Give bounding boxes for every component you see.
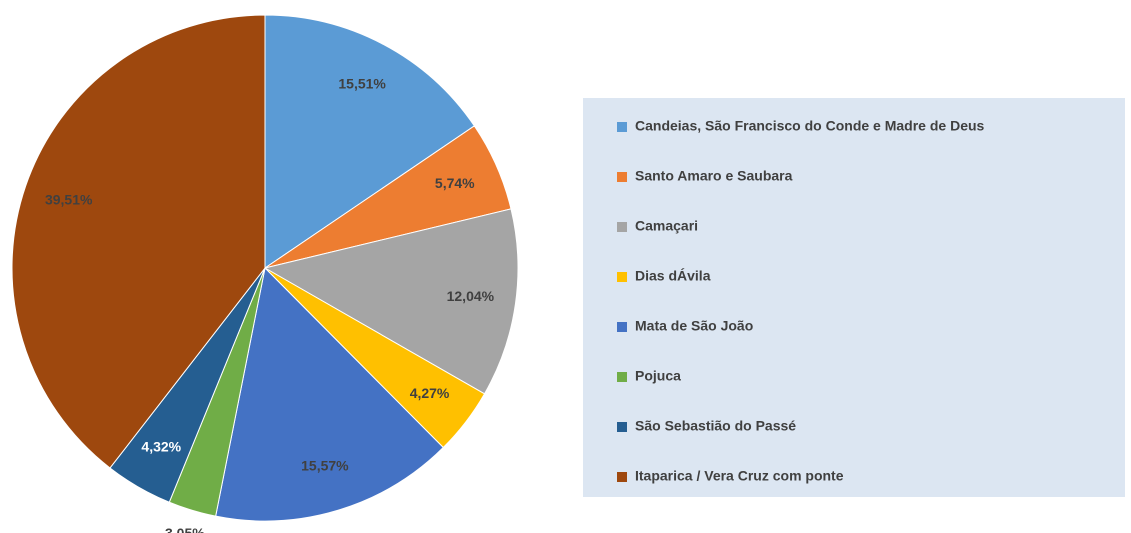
legend-swatch xyxy=(617,122,627,132)
legend-label: Dias dÁvila xyxy=(635,268,711,284)
legend-swatch xyxy=(617,372,627,382)
legend-label: Santo Amaro e Saubara xyxy=(635,168,793,184)
legend-label: Candeias, São Francisco do Conde e Madre… xyxy=(635,118,985,134)
legend-label: Camaçari xyxy=(635,218,698,234)
data-label: 15,57% xyxy=(301,457,349,473)
data-label: 15,51% xyxy=(338,75,386,91)
legend-swatch xyxy=(617,472,627,482)
legend-label: Mata de São João xyxy=(635,318,753,334)
legend-box xyxy=(583,98,1125,497)
data-label: 5,74% xyxy=(435,175,475,191)
pie-slice xyxy=(215,266,444,522)
legend-swatch xyxy=(617,322,627,332)
pie-slice xyxy=(264,14,476,269)
legend-swatch xyxy=(617,422,627,432)
data-label: 3,05% xyxy=(165,525,205,533)
data-label: 39,51% xyxy=(45,192,93,208)
data-label: 4,27% xyxy=(410,385,450,401)
legend-label: Pojuca xyxy=(635,368,681,384)
legend-label: Itaparica / Vera Cruz com ponte xyxy=(635,468,844,484)
legend-label: São Sebastião do Passé xyxy=(635,418,796,434)
data-label: 12,04% xyxy=(447,288,495,304)
pie-slice xyxy=(11,14,266,469)
pie-slice xyxy=(263,208,519,395)
legend-swatch xyxy=(617,222,627,232)
data-label: 4,32% xyxy=(141,438,181,454)
legend-swatch xyxy=(617,272,627,282)
legend-swatch xyxy=(617,172,627,182)
